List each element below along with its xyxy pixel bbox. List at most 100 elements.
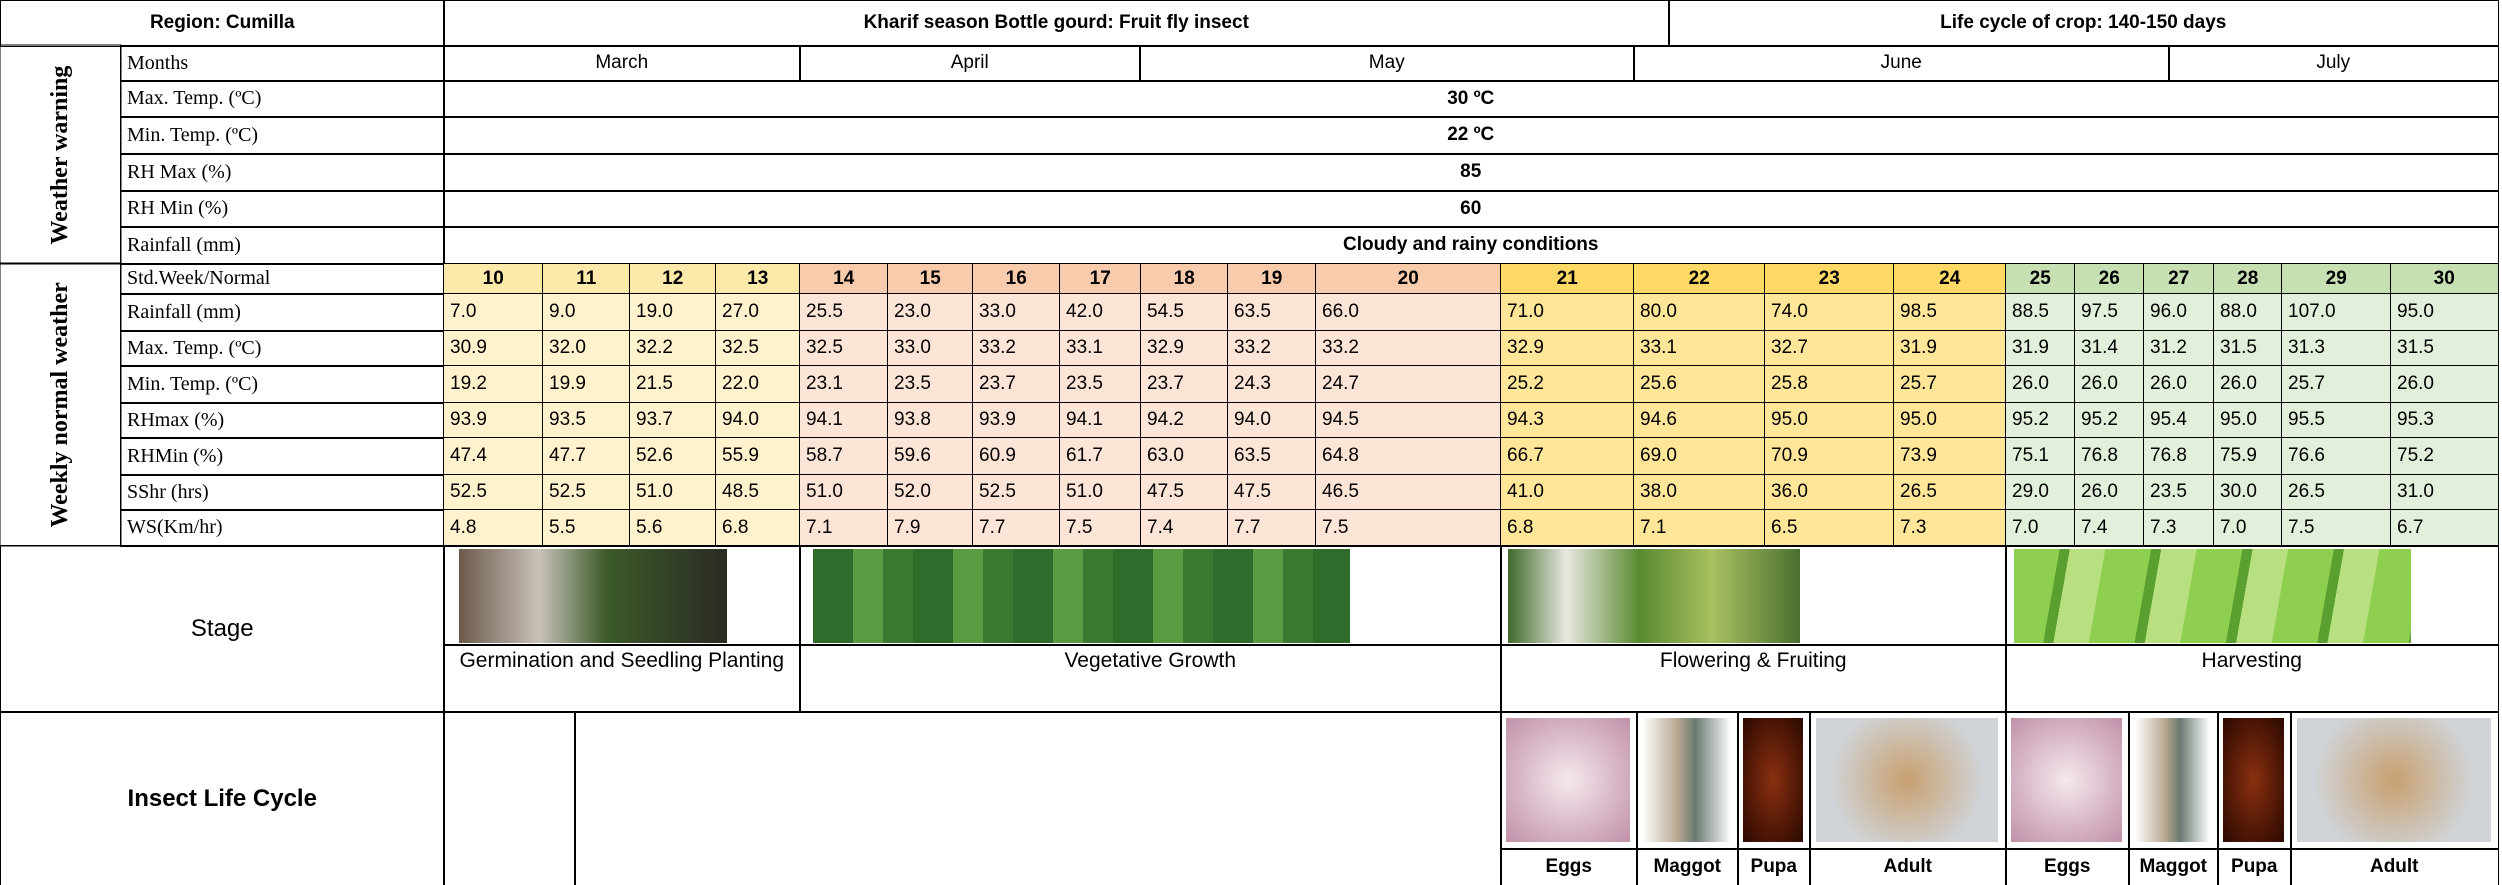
weekly-value: 75.9	[2213, 437, 2283, 476]
weekly-value-text: 94.2	[1147, 409, 1184, 431]
weekly-value: 31.9	[2005, 330, 2076, 367]
row-label: Rainfall (mm)	[120, 293, 445, 332]
weekly-value-text: 26.0	[2081, 373, 2118, 395]
week: 26	[2074, 263, 2145, 295]
weekly-value: 94.0	[1227, 402, 1317, 439]
weekly-value-text: 94.5	[1322, 409, 1359, 431]
weekly-value-text: 26.0	[2397, 373, 2434, 395]
weekly-value: 23.0	[887, 293, 974, 332]
week: 19	[1227, 263, 1317, 295]
weekly-value-text: 7.4	[2081, 517, 2107, 539]
insect-stage: Adult	[1809, 848, 2007, 885]
weekly-value-text: 47.7	[549, 445, 586, 467]
weekly-value-text: 31.5	[2220, 337, 2257, 359]
insect-image	[1506, 718, 1630, 842]
weekly-value: 31.5	[2213, 330, 2283, 367]
weekly-value: 69.0	[1633, 437, 1766, 476]
weekly-value-text: 73.9	[1900, 445, 1937, 467]
weekly-value-text: 97.5	[2081, 301, 2118, 323]
weekly-value-text: 7.0	[450, 301, 476, 323]
row-label: Std.Week/Normal	[120, 263, 445, 295]
weekly-value-text: 30.0	[2220, 481, 2257, 503]
warning-value-text: 30 ºC	[1447, 88, 1494, 110]
weekly-value: 107.0	[2281, 293, 2392, 332]
weekly-value: 5.6	[629, 509, 717, 547]
weekly-value-text: 54.5	[1147, 301, 1184, 323]
weekly-value-text: 33.0	[979, 301, 1016, 323]
weekly-value-text: 94.3	[1507, 409, 1544, 431]
weekly-value-text: 31.4	[2081, 337, 2118, 359]
weekly-value-text: 52.5	[979, 481, 1016, 503]
week-text: 23	[1819, 268, 1840, 290]
weekly-value-text: 7.5	[2288, 517, 2314, 539]
month-text: March	[595, 52, 648, 74]
weekly-value: 93.7	[629, 402, 717, 439]
weekly-value: 19.9	[542, 365, 631, 404]
weekly-value: 33.1	[1059, 330, 1142, 367]
weekly-value: 26.0	[2074, 474, 2145, 511]
weekly-value: 31.2	[2143, 330, 2215, 367]
week-text: 20	[1398, 268, 1419, 290]
weekly-value-text: 26.5	[1900, 481, 1937, 503]
weekly-value: 93.9	[972, 402, 1061, 439]
weekly-value: 48.5	[715, 474, 801, 511]
weekly-value: 33.2	[1227, 330, 1317, 367]
weekly-value: 23.7	[1140, 365, 1229, 404]
weekly-value: 66.7	[1500, 437, 1635, 476]
weekly-value-text: 76.8	[2150, 445, 2187, 467]
weekly-value-text: 41.0	[1507, 481, 1544, 503]
weekly-value: 93.8	[887, 402, 974, 439]
weekly-value: 94.1	[799, 402, 889, 439]
weekly-value: 94.0	[715, 402, 801, 439]
weekly-value-text: 26.5	[2288, 481, 2325, 503]
weekly-value: 95.2	[2074, 402, 2145, 439]
week-text: 21	[1557, 268, 1578, 290]
month-text: April	[951, 52, 989, 74]
weekly-value-text: 51.0	[636, 481, 673, 503]
weekly-value-text: 95.0	[1900, 409, 1937, 431]
weekly-value: 63.0	[1140, 437, 1229, 476]
weekly-value-text: 7.5	[1066, 517, 1092, 539]
title-text: Kharif season Bottle gourd: Fruit fly in…	[864, 12, 1249, 34]
weekly-value-text: 23.7	[1147, 373, 1184, 395]
weekly-value: 33.2	[1315, 330, 1502, 367]
row-label-text: RH Max (%)	[127, 161, 231, 184]
weekly-value-text: 31.0	[2397, 481, 2434, 503]
weekly-value: 7.9	[887, 509, 974, 547]
weekly-value-text: 7.0	[2012, 517, 2038, 539]
weekly-value: 76.8	[2074, 437, 2145, 476]
weekly-value: 21.5	[629, 365, 717, 404]
weekly-value: 31.5	[2390, 330, 2499, 367]
week: 16	[972, 263, 1061, 295]
weekly-value: 47.5	[1227, 474, 1317, 511]
insect-stage-text: Eggs	[1546, 856, 1592, 878]
insect-stage: Eggs	[1500, 848, 1638, 885]
insect-image	[1816, 718, 1998, 842]
weekly-value-text: 23.5	[1066, 373, 1103, 395]
weekly-value-text: 32.7	[1771, 337, 1808, 359]
weekly-value: 26.0	[2213, 365, 2283, 404]
weekly-value-text: 6.5	[1771, 517, 1797, 539]
weekly-value-text: 33.2	[1322, 337, 1359, 359]
month: July	[2168, 45, 2499, 82]
weekly-value: 95.2	[2005, 402, 2076, 439]
weekly-value: 66.0	[1315, 293, 1502, 332]
weekly-value-text: 93.9	[979, 409, 1016, 431]
weekly-value-text: 94.0	[1234, 409, 1271, 431]
weekly-value: 27.0	[715, 293, 801, 332]
week-text: 28	[2237, 268, 2258, 290]
weekly-value-text: 93.8	[894, 409, 931, 431]
weekly-value: 52.0	[887, 474, 974, 511]
week-text: 25	[2030, 268, 2051, 290]
week-text: 26	[2099, 268, 2120, 290]
week-text: 11	[576, 268, 596, 290]
weekly-value-text: 19.0	[636, 301, 673, 323]
weekly-value-text: 33.2	[1234, 337, 1271, 359]
weekly-value-text: 88.0	[2220, 301, 2257, 323]
weekly-value: 51.0	[629, 474, 717, 511]
stage-name-text: Germination and Seedling Planting	[459, 649, 784, 673]
weekly-value: 26.0	[2390, 365, 2499, 404]
weekly-value: 64.8	[1315, 437, 1502, 476]
weekly-value-text: 46.5	[1322, 481, 1359, 503]
weekly-value-text: 25.7	[2288, 373, 2325, 395]
